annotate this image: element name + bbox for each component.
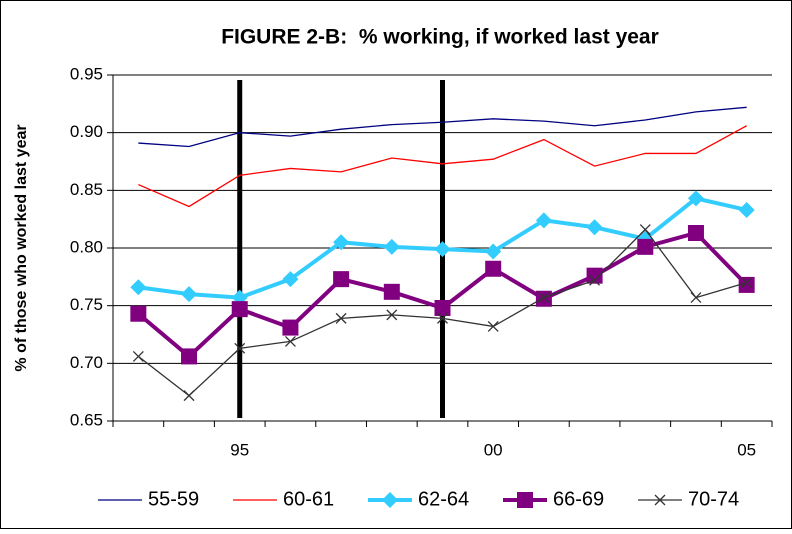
data-point: [130, 305, 147, 322]
data-point: [234, 342, 246, 354]
legend-label: 62-64: [418, 488, 469, 510]
legend-marker: [517, 492, 533, 508]
y-tick-label: 0.95: [70, 64, 103, 83]
data-point: [741, 277, 753, 289]
data-point: [386, 309, 398, 321]
data-point: [183, 390, 195, 402]
data-point: [434, 241, 451, 258]
x-tick-label: 05: [737, 440, 756, 459]
data-point: [383, 238, 400, 255]
x-tick-label: 00: [484, 440, 503, 459]
data-point: [538, 292, 550, 304]
data-point: [687, 225, 704, 242]
data-point: [333, 271, 350, 288]
data-point: [687, 190, 704, 207]
data-point: [282, 319, 299, 336]
data-point: [437, 312, 448, 324]
data-point: [535, 290, 552, 307]
data-point: [434, 299, 451, 316]
data-point: [487, 320, 499, 332]
legend-label: 60-61: [283, 488, 334, 510]
data-point: [333, 234, 350, 251]
data-point: [284, 335, 296, 347]
data-point: [181, 286, 198, 303]
data-point: [586, 267, 603, 284]
data-point: [586, 219, 603, 236]
data-point: [589, 274, 601, 286]
data-point: [637, 238, 654, 255]
y-axis-label: % of those who worked last year: [13, 124, 30, 371]
data-point: [130, 279, 147, 296]
data-point: [535, 212, 552, 229]
y-tick-label: 0.70: [70, 353, 103, 372]
chart-title: FIGURE 2-B: % working, if worked last ye…: [221, 26, 659, 49]
legend-marker: [654, 494, 666, 506]
data-point: [282, 271, 299, 288]
data-point: [383, 283, 400, 300]
data-point: [335, 312, 347, 324]
legend-marker: [382, 492, 398, 508]
data-point: [738, 201, 755, 218]
data-point: [132, 350, 144, 362]
y-tick-label: 0.80: [70, 237, 103, 256]
legend-label: 70-74: [688, 488, 739, 510]
series-line: [138, 106, 747, 148]
data-point: [639, 224, 651, 236]
legend-label: 66-69: [553, 488, 604, 510]
y-tick-label: 0.90: [70, 122, 103, 141]
x-tick-label: 95: [230, 440, 249, 459]
data-point: [231, 301, 248, 318]
data-point: [738, 276, 755, 293]
y-tick-label: 0.85: [70, 180, 103, 199]
y-tick-label: 0.75: [70, 295, 103, 314]
data-point: [485, 243, 502, 260]
y-tick-label: 0.65: [70, 410, 103, 429]
legend-label: 55-59: [148, 488, 199, 510]
data-point: [690, 292, 702, 304]
data-point: [181, 348, 198, 365]
series-line: [138, 125, 747, 208]
data-point: [485, 260, 502, 277]
